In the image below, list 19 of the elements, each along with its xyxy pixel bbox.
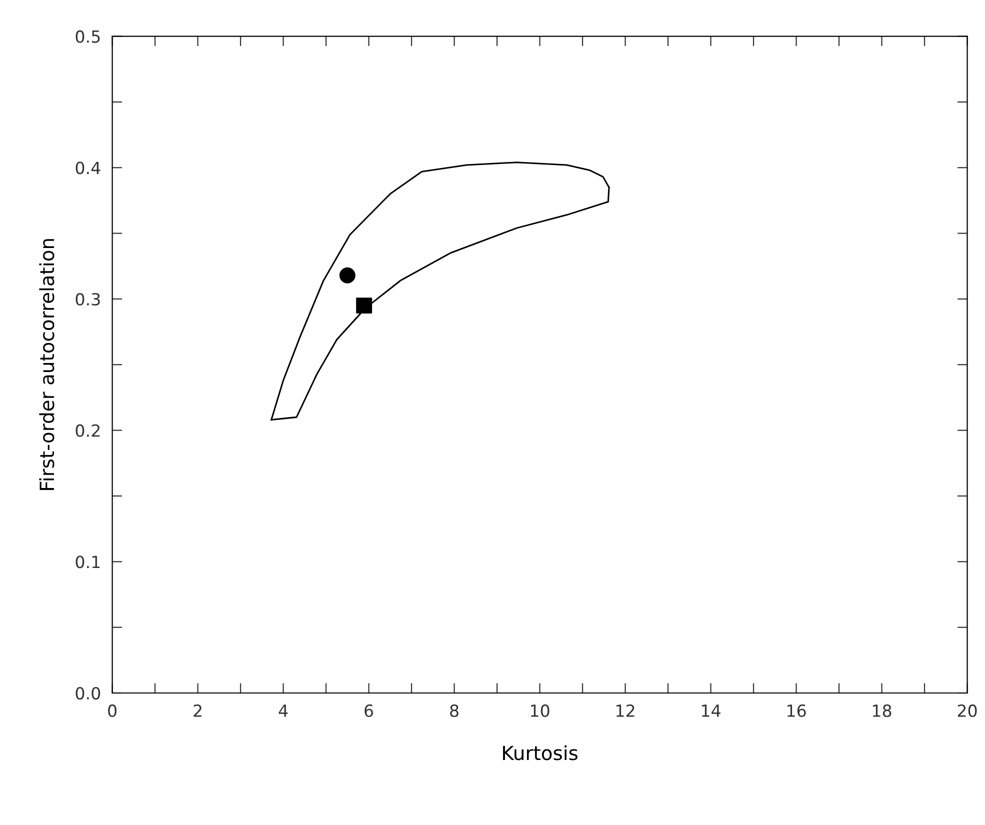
x-tick-label: 10 — [531, 704, 550, 718]
y-tick-label: 0.5 — [76, 30, 100, 43]
x-tick-label: 16 — [788, 704, 806, 718]
y-tick-label: 0.2 — [76, 424, 100, 437]
x-axis-title: Kurtosis — [503, 745, 578, 760]
x-tick-label: 4 — [278, 704, 288, 717]
y-tick-label: 0.3 — [76, 292, 100, 306]
x-tick-label: 8 — [450, 704, 458, 718]
x-tick-label: 12 — [616, 704, 634, 717]
x-tick-label: 0 — [108, 704, 116, 718]
x-tick-label: 14 — [702, 704, 720, 717]
x-tick-label: 18 — [873, 704, 892, 718]
y-tick-label: 0.0 — [76, 686, 100, 700]
y-axis-title: First-order autocorrelation — [39, 239, 54, 490]
y-tick-label: 0.4 — [76, 162, 100, 174]
x-tick-label: 6 — [364, 704, 374, 718]
y-tick-label: 0.1 — [76, 556, 100, 568]
x-tick-label: 2 — [194, 704, 202, 717]
x-tick-label: 20 — [958, 704, 977, 718]
